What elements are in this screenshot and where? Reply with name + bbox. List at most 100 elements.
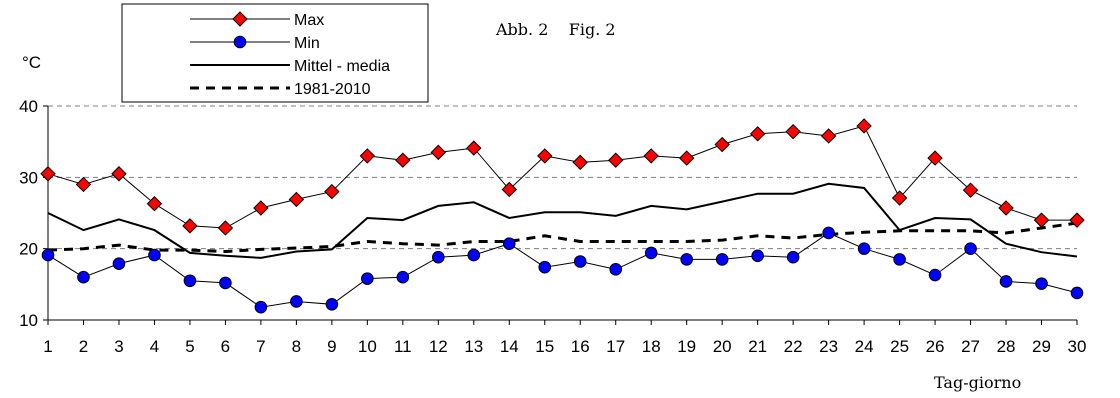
max-point bbox=[891, 190, 908, 206]
min-point bbox=[999, 275, 1013, 288]
x-tick-label: 24 bbox=[855, 337, 874, 356]
chart-title: Abb. 2 Fig. 2 bbox=[495, 20, 616, 39]
min-point bbox=[361, 272, 374, 285]
y-tick-label: 30 bbox=[19, 168, 38, 187]
min-point bbox=[396, 270, 410, 284]
legend-marker bbox=[232, 11, 248, 27]
x-axis-title: Tag-giorno bbox=[934, 373, 1021, 392]
min-point bbox=[254, 300, 268, 314]
legend: Max Min Mittel - media 1981-2010 bbox=[121, 3, 429, 103]
x-tick-label: 28 bbox=[997, 337, 1016, 356]
series-line-1981-2010 bbox=[47, 221, 1078, 254]
x-tick-label: 2 bbox=[79, 337, 88, 356]
max-point bbox=[146, 196, 163, 212]
max-point bbox=[395, 152, 411, 168]
x-tick-label: 8 bbox=[292, 337, 301, 356]
max-point bbox=[927, 150, 943, 166]
min-point bbox=[893, 253, 906, 266]
max-point bbox=[643, 148, 659, 164]
legend-box bbox=[121, 3, 429, 103]
max-point bbox=[714, 136, 730, 153]
x-tick-label: 14 bbox=[500, 337, 519, 356]
max-point bbox=[75, 176, 92, 193]
x-tick-label: 15 bbox=[535, 337, 554, 356]
max-point bbox=[1033, 212, 1050, 228]
min-point bbox=[822, 226, 835, 240]
min-point bbox=[41, 248, 55, 262]
series-markers bbox=[40, 118, 1085, 314]
legend-marker bbox=[233, 35, 247, 49]
x-tick-label: 26 bbox=[926, 337, 945, 356]
x-tick-label: 3 bbox=[114, 337, 123, 356]
x-tick-label: 7 bbox=[256, 337, 265, 356]
x-tick-label: 9 bbox=[327, 337, 336, 356]
min-point bbox=[290, 295, 303, 308]
min-point bbox=[1070, 286, 1084, 300]
x-tick-label: 10 bbox=[358, 337, 377, 356]
max-point bbox=[501, 181, 517, 198]
x-tick-label: 20 bbox=[713, 337, 732, 356]
max-point bbox=[998, 200, 1014, 216]
legend-label: 1981-2010 bbox=[294, 81, 371, 98]
min-point bbox=[928, 268, 942, 282]
x-tick-label: 4 bbox=[150, 337, 159, 356]
max-point bbox=[182, 218, 198, 234]
min-point bbox=[786, 250, 800, 264]
min-point bbox=[715, 253, 729, 266]
legend-label: Max bbox=[294, 12, 324, 29]
series-lines bbox=[47, 125, 1078, 308]
y-tick-labels: 10 20 30 40 bbox=[19, 97, 38, 330]
x-tick-label: 30 bbox=[1068, 337, 1087, 356]
series-line-mittel-media bbox=[47, 182, 1078, 259]
min-point bbox=[1035, 277, 1048, 290]
x-tick-label: 17 bbox=[606, 337, 625, 356]
max-point bbox=[785, 123, 801, 140]
max-point bbox=[608, 152, 624, 168]
series-line-min bbox=[47, 232, 1078, 308]
x-tick-label: 13 bbox=[464, 337, 483, 356]
max-point bbox=[324, 183, 340, 200]
max-point bbox=[430, 144, 447, 161]
min-point bbox=[573, 255, 587, 268]
max-point bbox=[111, 166, 127, 182]
x-tick-label: 1 bbox=[43, 337, 52, 356]
x-tick-label: 16 bbox=[571, 337, 590, 356]
max-point bbox=[217, 220, 234, 236]
y-axis-unit: °C bbox=[22, 53, 41, 72]
y-tick-label: 40 bbox=[19, 97, 38, 116]
max-point bbox=[572, 154, 588, 171]
min-point bbox=[467, 248, 481, 262]
min-point bbox=[644, 246, 658, 260]
x-tick-label: 12 bbox=[429, 337, 448, 356]
gridlines bbox=[43, 105, 1077, 321]
x-tick-label: 27 bbox=[961, 337, 980, 356]
max-point bbox=[749, 126, 766, 142]
y-tick-label: 20 bbox=[19, 240, 38, 259]
x-tick-label: 25 bbox=[890, 337, 909, 356]
x-tick-label: 18 bbox=[642, 337, 661, 356]
x-tick-label: 21 bbox=[748, 337, 767, 356]
min-point bbox=[502, 237, 516, 250]
legend-label: Min bbox=[294, 35, 320, 52]
min-point bbox=[112, 257, 126, 270]
x-tick-label: 5 bbox=[185, 337, 194, 356]
x-tick-label: 23 bbox=[819, 337, 838, 356]
max-point bbox=[962, 182, 979, 198]
min-point bbox=[964, 242, 977, 255]
max-point bbox=[288, 191, 305, 208]
min-point bbox=[183, 274, 197, 288]
x-tick-label: 19 bbox=[677, 337, 696, 356]
max-point bbox=[466, 140, 482, 156]
max-point bbox=[40, 166, 56, 182]
min-point bbox=[148, 248, 161, 262]
x-tick-label: 11 bbox=[394, 337, 412, 356]
y-tick-label: 10 bbox=[19, 311, 38, 330]
x-tick-label: 29 bbox=[1032, 337, 1051, 356]
max-point bbox=[678, 150, 695, 166]
max-point bbox=[820, 128, 837, 144]
min-point bbox=[432, 250, 445, 264]
min-point bbox=[219, 276, 232, 290]
min-point bbox=[538, 260, 552, 274]
min-point bbox=[680, 253, 693, 266]
